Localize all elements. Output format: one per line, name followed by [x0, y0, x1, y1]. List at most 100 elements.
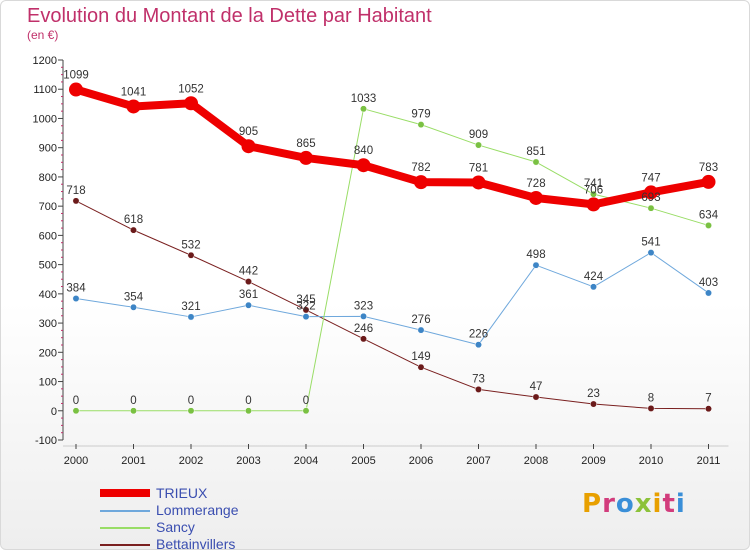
proxiti-logo[interactable]: Proxiti — [582, 489, 686, 519]
data-point-sancy — [245, 407, 252, 415]
data-point-bettainvillers — [360, 335, 367, 343]
data-label-lommerange: 321 — [181, 301, 200, 313]
series-line-trieux — [74, 85, 710, 209]
data-label-lommerange: 361 — [239, 289, 258, 301]
data-label-lommerange: 354 — [124, 291, 144, 303]
data-point-trieux — [701, 174, 716, 189]
data-point-sancy — [590, 190, 597, 198]
legend-item-bettainvillers[interactable]: Bettainvillers — [100, 536, 320, 553]
data-label-lommerange: 322 — [296, 301, 315, 313]
data-label-sancy: 851 — [526, 146, 545, 158]
data-label-trieux: 1041 — [121, 86, 147, 98]
data-label-trieux: 865 — [296, 138, 315, 150]
data-label-trieux: 1052 — [178, 83, 204, 95]
data-labels: 718 618 532 442 345 246 149 73 47 23 8 7 384 354 321 36… — [63, 70, 718, 407]
data-point-sancy — [532, 158, 540, 166]
data-label-lommerange: 323 — [354, 300, 373, 312]
data-point-bettainvillers — [475, 385, 482, 393]
chart-subtitle: (en €) — [27, 28, 59, 42]
data-point-lommerange — [532, 261, 540, 269]
data-point-lommerange — [302, 313, 310, 321]
y-tick-label: 800 — [39, 172, 57, 184]
data-label-trieux: 905 — [239, 126, 258, 138]
data-point-bettainvillers — [302, 306, 310, 314]
data-label-trieux: 706 — [584, 184, 603, 196]
y-tick-label: 500 — [39, 260, 57, 272]
data-label-lommerange: 424 — [584, 271, 604, 283]
data-label-sancy: 0 — [130, 395, 136, 407]
data-point-trieux — [644, 185, 658, 200]
legend-swatch-lommerange — [100, 510, 150, 512]
logo-letter: r — [602, 489, 616, 519]
data-label-sancy: 741 — [584, 178, 603, 190]
legend-item-sancy[interactable]: Sancy — [100, 519, 320, 536]
data-point-sancy — [302, 407, 310, 415]
data-label-bettainvillers: 532 — [181, 239, 200, 251]
data-label-lommerange: 498 — [526, 249, 545, 261]
data-point-bettainvillers — [647, 404, 655, 412]
x-tick-label: 2009 — [581, 455, 605, 467]
data-point-trieux — [184, 96, 198, 111]
x-tick-label: 2008 — [524, 455, 548, 467]
logo-letter: x — [634, 489, 653, 519]
data-point-bettainvillers — [532, 393, 540, 401]
data-label-sancy: 0 — [73, 395, 79, 407]
data-point-trieux — [299, 150, 313, 165]
data-point-bettainvillers — [245, 278, 252, 286]
data-point-lommerange — [360, 312, 367, 320]
axes: -100010020030040050060070080090010001100… — [33, 55, 729, 467]
data-point-bettainvillers — [130, 226, 137, 234]
x-tick-label: 2001 — [121, 455, 145, 467]
logo-letter: i — [675, 489, 686, 519]
data-label-sancy: 0 — [303, 395, 309, 407]
data-point-bettainvillers — [72, 197, 80, 205]
y-tick-label: 1000 — [33, 113, 57, 125]
data-point-trieux — [126, 99, 141, 114]
x-tick-label: 2005 — [351, 455, 375, 467]
y-tick-label: 400 — [39, 289, 57, 301]
data-label-sancy: 693 — [641, 192, 660, 204]
data-label-lommerange: 276 — [411, 314, 430, 326]
data-label-sancy: 1033 — [351, 93, 377, 105]
data-point-lommerange — [475, 341, 482, 349]
y-tick-label: 300 — [39, 318, 57, 330]
data-label-sancy: 634 — [699, 209, 719, 221]
legend-label-lommerange: Lommerange — [156, 502, 239, 518]
data-label-bettainvillers: 8 — [648, 392, 654, 404]
legend-swatch-trieux — [100, 489, 150, 497]
legend-item-lommerange[interactable]: Lommerange — [100, 502, 320, 519]
data-point-trieux — [69, 82, 83, 97]
data-label-bettainvillers: 442 — [239, 266, 258, 278]
data-point-bettainvillers — [705, 405, 712, 413]
data-point-lommerange — [72, 295, 80, 302]
data-point-lommerange — [245, 301, 252, 309]
data-label-trieux: 783 — [699, 162, 718, 174]
data-point-trieux — [471, 175, 486, 190]
data-point-lommerange — [130, 303, 137, 311]
data-point-sancy — [360, 105, 367, 113]
data-point-trieux — [529, 190, 543, 205]
x-tick-label: 2002 — [179, 455, 203, 467]
legend-item-trieux[interactable]: TRIEUX — [100, 485, 320, 502]
data-label-bettainvillers: 246 — [354, 323, 373, 335]
y-tick-label: 600 — [39, 230, 57, 242]
series-lines — [69, 82, 716, 415]
data-point-lommerange — [187, 313, 195, 321]
data-label-bettainvillers: 73 — [472, 373, 485, 385]
logo-letter: P — [582, 489, 603, 519]
data-label-lommerange: 541 — [641, 237, 660, 249]
data-label-bettainvillers: 23 — [587, 388, 600, 400]
data-label-bettainvillers: 7 — [705, 393, 711, 405]
data-label-sancy: 0 — [245, 395, 251, 407]
x-tick-label: 2010 — [639, 455, 663, 467]
data-point-lommerange — [590, 283, 597, 291]
data-point-trieux — [586, 197, 601, 212]
data-point-bettainvillers — [417, 363, 425, 371]
data-label-sancy: 909 — [469, 129, 488, 141]
data-label-trieux: 1099 — [63, 70, 89, 82]
series-line-bettainvillers — [75, 200, 709, 410]
x-tick-label: 2011 — [697, 455, 721, 467]
data-label-bettainvillers: 718 — [66, 185, 85, 197]
y-tick-label: 200 — [39, 347, 57, 359]
